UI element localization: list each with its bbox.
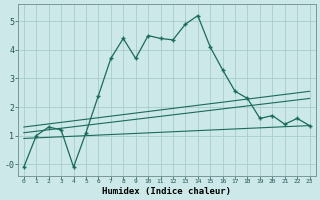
X-axis label: Humidex (Indice chaleur): Humidex (Indice chaleur): [102, 187, 231, 196]
